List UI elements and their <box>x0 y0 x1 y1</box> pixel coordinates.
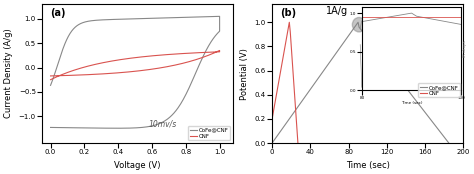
X-axis label: Time (sec): Time (sec) <box>346 161 390 170</box>
X-axis label: Voltage (V): Voltage (V) <box>114 161 161 170</box>
Y-axis label: Potential (V): Potential (V) <box>240 48 249 100</box>
Text: 10mv/s: 10mv/s <box>149 119 177 128</box>
Ellipse shape <box>352 17 366 32</box>
Legend: CoFe@CNF, CNF: CoFe@CNF, CNF <box>418 83 460 97</box>
Text: (a): (a) <box>50 8 65 18</box>
Text: 1A/g: 1A/g <box>326 6 348 16</box>
Legend: CoFe@CNF, CNF: CoFe@CNF, CNF <box>188 126 230 140</box>
Y-axis label: Current Density (A/g): Current Density (A/g) <box>4 29 13 118</box>
Text: (b): (b) <box>280 8 296 18</box>
